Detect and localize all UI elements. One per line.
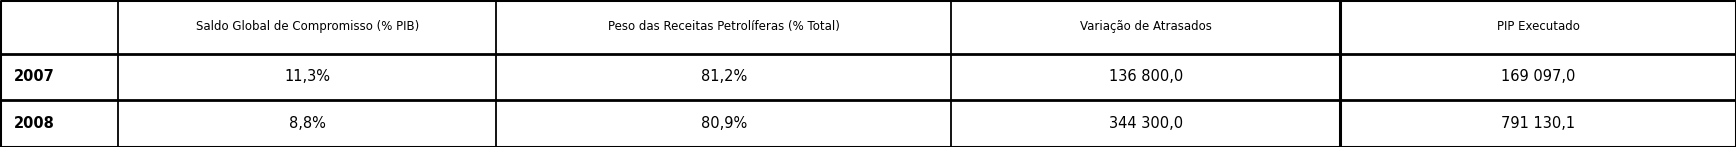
Text: 136 800,0: 136 800,0 <box>1109 70 1182 85</box>
Text: 2007: 2007 <box>14 70 54 85</box>
Text: PIP Executado: PIP Executado <box>1496 20 1580 33</box>
Text: Saldo Global de Compromisso (% PIB): Saldo Global de Compromisso (% PIB) <box>196 20 418 33</box>
Text: Peso das Receitas Petrolíferas (% Total): Peso das Receitas Petrolíferas (% Total) <box>608 20 840 33</box>
Text: Variação de Atrasados: Variação de Atrasados <box>1080 20 1212 33</box>
Text: 169 097,0: 169 097,0 <box>1502 70 1575 85</box>
Text: 80,9%: 80,9% <box>701 116 746 131</box>
Text: 344 300,0: 344 300,0 <box>1109 116 1182 131</box>
Text: 8,8%: 8,8% <box>288 116 326 131</box>
Text: 81,2%: 81,2% <box>701 70 746 85</box>
Text: 791 130,1: 791 130,1 <box>1502 116 1575 131</box>
Text: 11,3%: 11,3% <box>285 70 330 85</box>
Text: 2008: 2008 <box>14 116 56 131</box>
